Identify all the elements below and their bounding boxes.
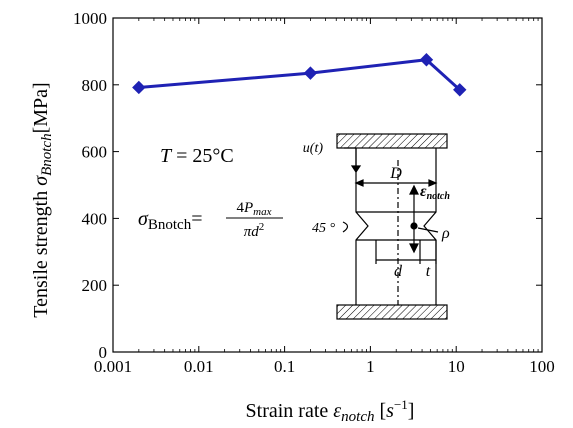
x-axis-title-unit-exponent: −1 [394,397,408,412]
data-point [132,80,146,95]
plot-frame [112,17,543,353]
series-line [138,58,461,91]
x-tick-label: 10 [448,357,465,376]
x-tick-label: 0.01 [184,357,214,376]
notched-specimen-diagram [336,133,448,320]
notch-diameter-label: d [394,263,403,280]
x-tick-label: 0.1 [274,357,295,376]
radius-leader [417,227,439,233]
y-tick-label: 400 [82,209,108,228]
data-point [419,53,434,67]
data-point [453,83,467,97]
temperature-annotation: T = 25°C [160,145,234,167]
y-tick-label: 200 [82,276,108,295]
y-tick-label: 0 [99,343,108,362]
x-axis-title: Strain rate εnotch [s−1] [246,397,415,425]
y-tick-label: 1000 [73,9,107,28]
y-axis-title: Tensile strength σBnotch[MPa] [30,82,55,317]
thickness-label: t [426,263,431,280]
formula-equals: = [191,208,202,230]
strain-notch-label: εnotch [420,183,450,202]
y-axis-title-unit: [MPa] [30,82,52,133]
data-point [303,66,318,80]
strain-notch-symbol: ε [420,183,427,200]
y-axis-title-prefix: Tensile strength [30,186,52,318]
bottom-grip [336,304,448,320]
x-axis-title-prefix: Strain rate [246,400,334,422]
temperature-symbol: T [160,145,173,167]
formula-den-pi: π [244,224,252,240]
top-grip [336,133,448,149]
x-axis-ticks: 0.001 0.01 0.1 1 10 100 [94,18,555,376]
formula-num-coef: 4 [237,200,245,216]
x-tick-label: 1 [366,357,375,376]
y-tick-label: 800 [82,76,108,95]
formula-annotation: σBnotch= 4Pmax πd2 [138,200,283,240]
strain-notch-subscript: notch [427,191,451,202]
formula-lhs-subscript: Bnotch [148,217,192,233]
diameter-arrow-right [428,179,438,187]
x-tick-label: 0.001 [94,357,132,376]
displacement-label: u(t) [303,141,324,156]
formula-num-sub: max [253,206,271,218]
formula-den-var: d [251,224,259,240]
notch-strain-arrow-down [409,243,419,254]
formula-den-exp: 2 [259,221,265,233]
y-axis-title-symbol: σ [30,175,52,186]
x-axis-title-unit-base: s [386,400,394,422]
x-axis-title-unit-open: [ [374,400,386,422]
angle-label: 45 ° [312,221,336,236]
y-tick-label: 600 [82,143,108,162]
formula-numerator: 4Pmax [237,200,272,218]
notch-strain-point [410,222,418,230]
diameter-arrow-left [354,179,364,187]
formula-lhs: σBnotch= [138,208,203,233]
formula-num-var: P [243,200,253,216]
radius-label: ρ [441,225,450,242]
formula-lhs-symbol: σ [138,208,149,230]
diameter-label: D [389,165,402,182]
data-series [132,53,467,97]
temperature-value: = 25°C [171,145,234,167]
notch-angle-arc [342,221,349,233]
x-axis-title-symbol: ε [333,400,341,422]
y-axis-title-subscript: Bnotch [39,133,55,176]
specimen-left-edge [355,148,369,305]
x-tick-label: 100 [529,357,555,376]
specimen-labels: u(t) D d t ρ 45 ° εnotch [303,141,451,280]
x-axis-title-subscript: notch [341,409,374,425]
axes [112,17,543,353]
y-axis-ticks: 0 200 400 600 800 1000 [73,9,542,362]
notch-strain-arrow-up [409,184,419,195]
formula-denominator: πd2 [244,221,265,240]
x-axis-title-unit-close: ] [408,400,415,422]
specimen-right-edge [423,148,437,305]
